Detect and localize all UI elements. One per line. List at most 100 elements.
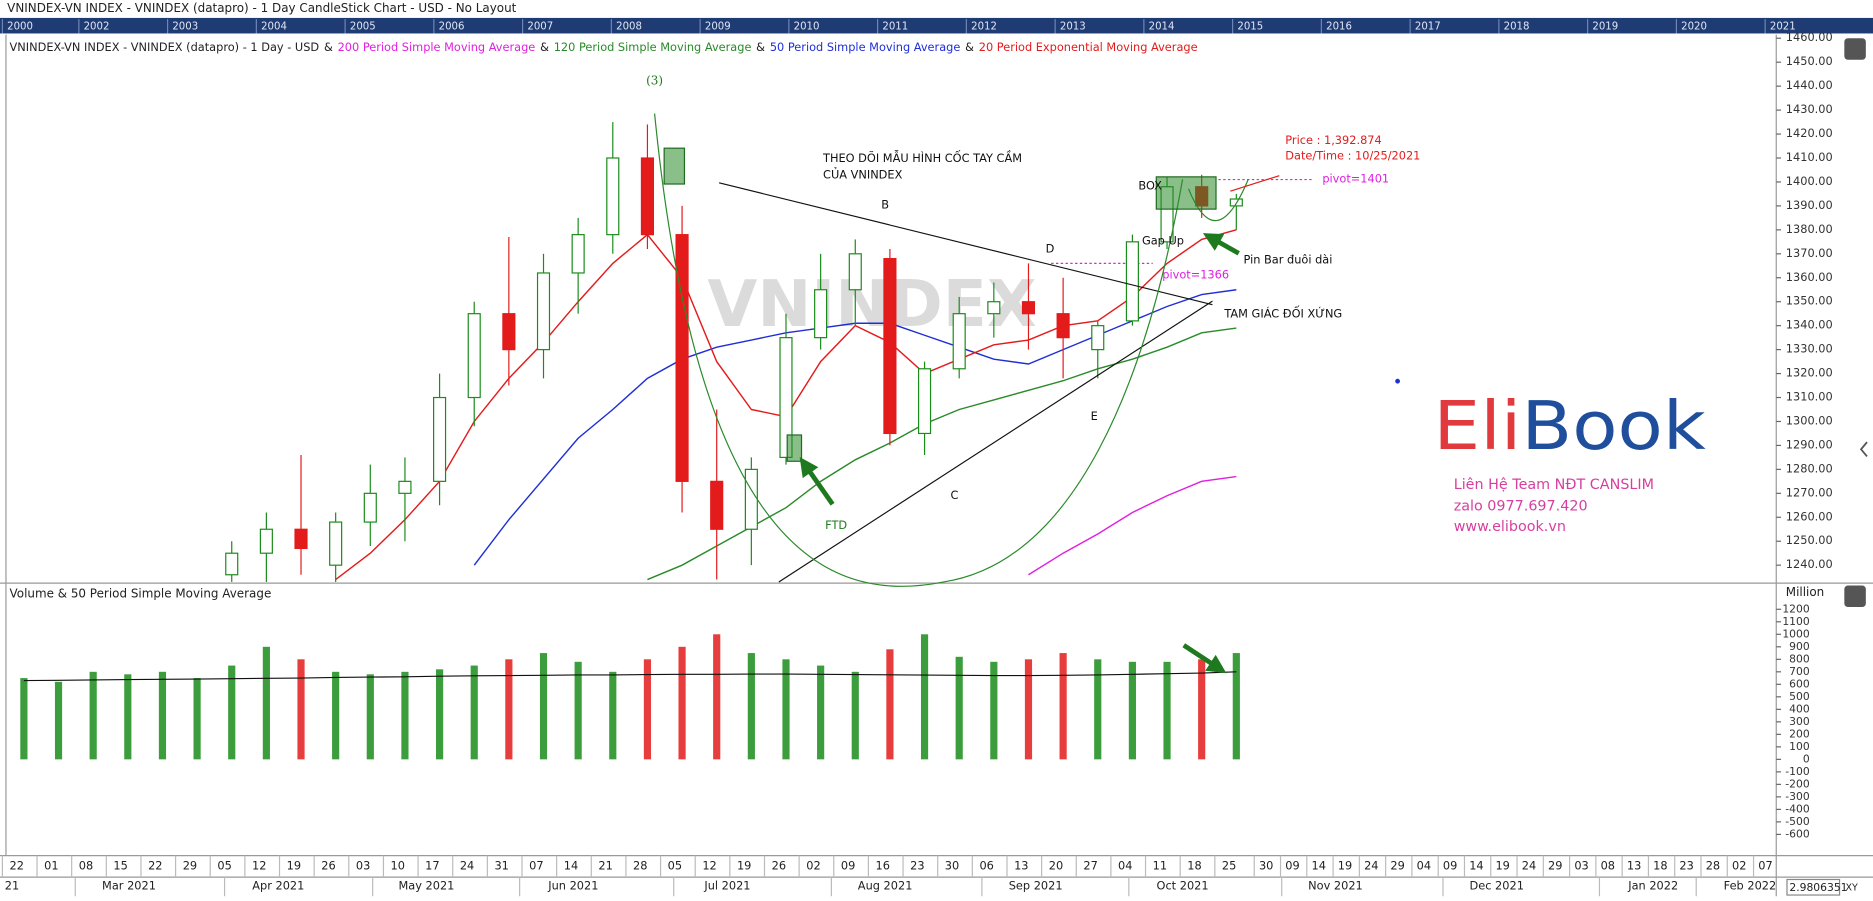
volume-bar <box>851 671 859 760</box>
x-tick-label: 06 <box>979 858 993 872</box>
legend-separator: & <box>965 40 974 54</box>
box-label: BOX <box>1138 178 1162 192</box>
contact-line: Liên Hệ Team NĐT CANSLIM <box>1454 477 1654 493</box>
y-tick-label: 1450.00 <box>1786 54 1833 68</box>
x-tick-label: 12 <box>702 858 716 872</box>
year-label: 2007 <box>527 21 553 32</box>
logo-part: Book <box>1521 387 1706 465</box>
x-tick-label: 19 <box>1338 858 1352 872</box>
year-label: 2002 <box>84 21 110 32</box>
arrow <box>1182 643 1227 674</box>
candle-body <box>779 337 793 458</box>
volume-bar <box>1198 659 1206 760</box>
month-label: Aug 2021 <box>858 879 913 893</box>
x-tick-label: 25 <box>1222 858 1236 872</box>
y-tick-label: 1400.00 <box>1786 174 1833 188</box>
arrow <box>1202 233 1240 256</box>
x-tick-label: 21 <box>598 858 612 872</box>
month-label: Sep 2021 <box>1009 879 1063 893</box>
candle-body <box>744 468 758 530</box>
wave-label: (3) <box>646 73 663 87</box>
logo-part: Eli <box>1433 387 1521 465</box>
x-tick-label: 31 <box>494 858 508 872</box>
year-label: 2005 <box>350 21 376 32</box>
triangle-label: TAM GIÁC ĐỐI XỨNG <box>1223 306 1342 320</box>
month-label: Apr 2021 <box>252 879 304 893</box>
year-label: 2000 <box>7 21 33 32</box>
x-tick-label: 07 <box>1758 858 1772 872</box>
volume-bar <box>1232 653 1240 760</box>
year-label: 2003 <box>172 21 198 32</box>
candle-body <box>952 313 966 370</box>
candle-body <box>710 480 724 530</box>
x-tick-label: 27 <box>1083 858 1097 872</box>
x-tick-label: 24 <box>460 858 474 872</box>
volume-bar <box>1128 661 1136 760</box>
x-tick-label: 09 <box>1443 858 1457 872</box>
y-tick-label: 1100 <box>1782 615 1810 628</box>
volume-bar <box>505 659 513 760</box>
candle-body <box>259 528 273 554</box>
x-tick-label: 18 <box>1653 858 1667 872</box>
x-tick-label: 17 <box>425 858 439 872</box>
y-tick-label: 1440.00 <box>1786 78 1833 92</box>
x-tick-label: 19 <box>1495 858 1509 872</box>
volume-bar <box>1163 661 1171 760</box>
logo: Eli Book <box>1433 387 1706 465</box>
volume-bar <box>609 671 617 760</box>
y-tick-label: 1370.00 <box>1786 246 1833 260</box>
x-tick-label: 02 <box>806 858 820 872</box>
year-label: 2011 <box>882 21 908 32</box>
x-tick-label: 26 <box>772 858 786 872</box>
x-tick-label: 14 <box>1469 858 1483 872</box>
year-bar[interactable] <box>0 17 1873 34</box>
trend-line <box>718 182 1213 306</box>
volume-title: Volume & 50 Period Simple Moving Average <box>10 586 272 600</box>
x-tick-label: 03 <box>1574 858 1588 872</box>
legend-entry: 50 Period Simple Moving Average <box>770 40 961 54</box>
y-tick-label: 1340.00 <box>1786 318 1833 332</box>
scale-value: 2.9806351 <box>1789 881 1847 894</box>
x-tick-label: 05 <box>668 858 682 872</box>
volume-bar <box>366 674 374 760</box>
candle-body <box>294 528 308 550</box>
pivot-label: pivot=1401 <box>1322 172 1389 186</box>
volume-bar <box>817 665 825 760</box>
highlight-box <box>1155 176 1217 210</box>
mode-label[interactable]: XY <box>1846 882 1859 893</box>
y-tick-label: 1290.00 <box>1786 437 1833 451</box>
y-tick-label: 1300.00 <box>1786 413 1833 427</box>
candle-body <box>987 301 1001 315</box>
ftd-label: FTD <box>825 518 847 532</box>
year-label: 2008 <box>616 21 642 32</box>
legend-entry: 200 Period Simple Moving Average <box>338 40 536 54</box>
y-tick-label: 600 <box>1789 677 1810 690</box>
x-tick-label: 10 <box>391 858 405 872</box>
x-tick-label: 18 <box>1187 858 1201 872</box>
y-tick-label: -600 <box>1785 827 1810 840</box>
month-label: Jan 2022 <box>1627 879 1678 893</box>
volume-bar <box>20 678 28 760</box>
x-tick-label: 13 <box>1627 858 1641 872</box>
volume-bar <box>955 656 963 760</box>
y-tick-label: -300 <box>1785 790 1810 803</box>
x-tick-label: 28 <box>633 858 647 872</box>
scale-box[interactable] <box>1786 878 1841 896</box>
volume-bar <box>886 649 894 760</box>
volume-bar <box>435 669 444 760</box>
point-label: B <box>881 198 889 212</box>
month-label: Nov 2021 <box>1308 879 1363 893</box>
year-label: 2020 <box>1681 21 1707 32</box>
month-label: Jun 2021 <box>547 879 598 893</box>
collapse-icon[interactable] <box>1859 441 1868 458</box>
x-tick-label: 01 <box>44 858 58 872</box>
point-label: C <box>950 488 958 502</box>
lock-icon[interactable] <box>1844 585 1866 608</box>
lock-icon[interactable] <box>1844 38 1866 60</box>
month-label: Oct 2021 <box>1157 879 1209 893</box>
volume-bar <box>470 665 478 760</box>
volume-bar <box>54 681 63 760</box>
year-label: 2013 <box>1060 21 1086 32</box>
legend-separator: & <box>540 40 549 54</box>
x-tick-label: 04 <box>1118 858 1132 872</box>
